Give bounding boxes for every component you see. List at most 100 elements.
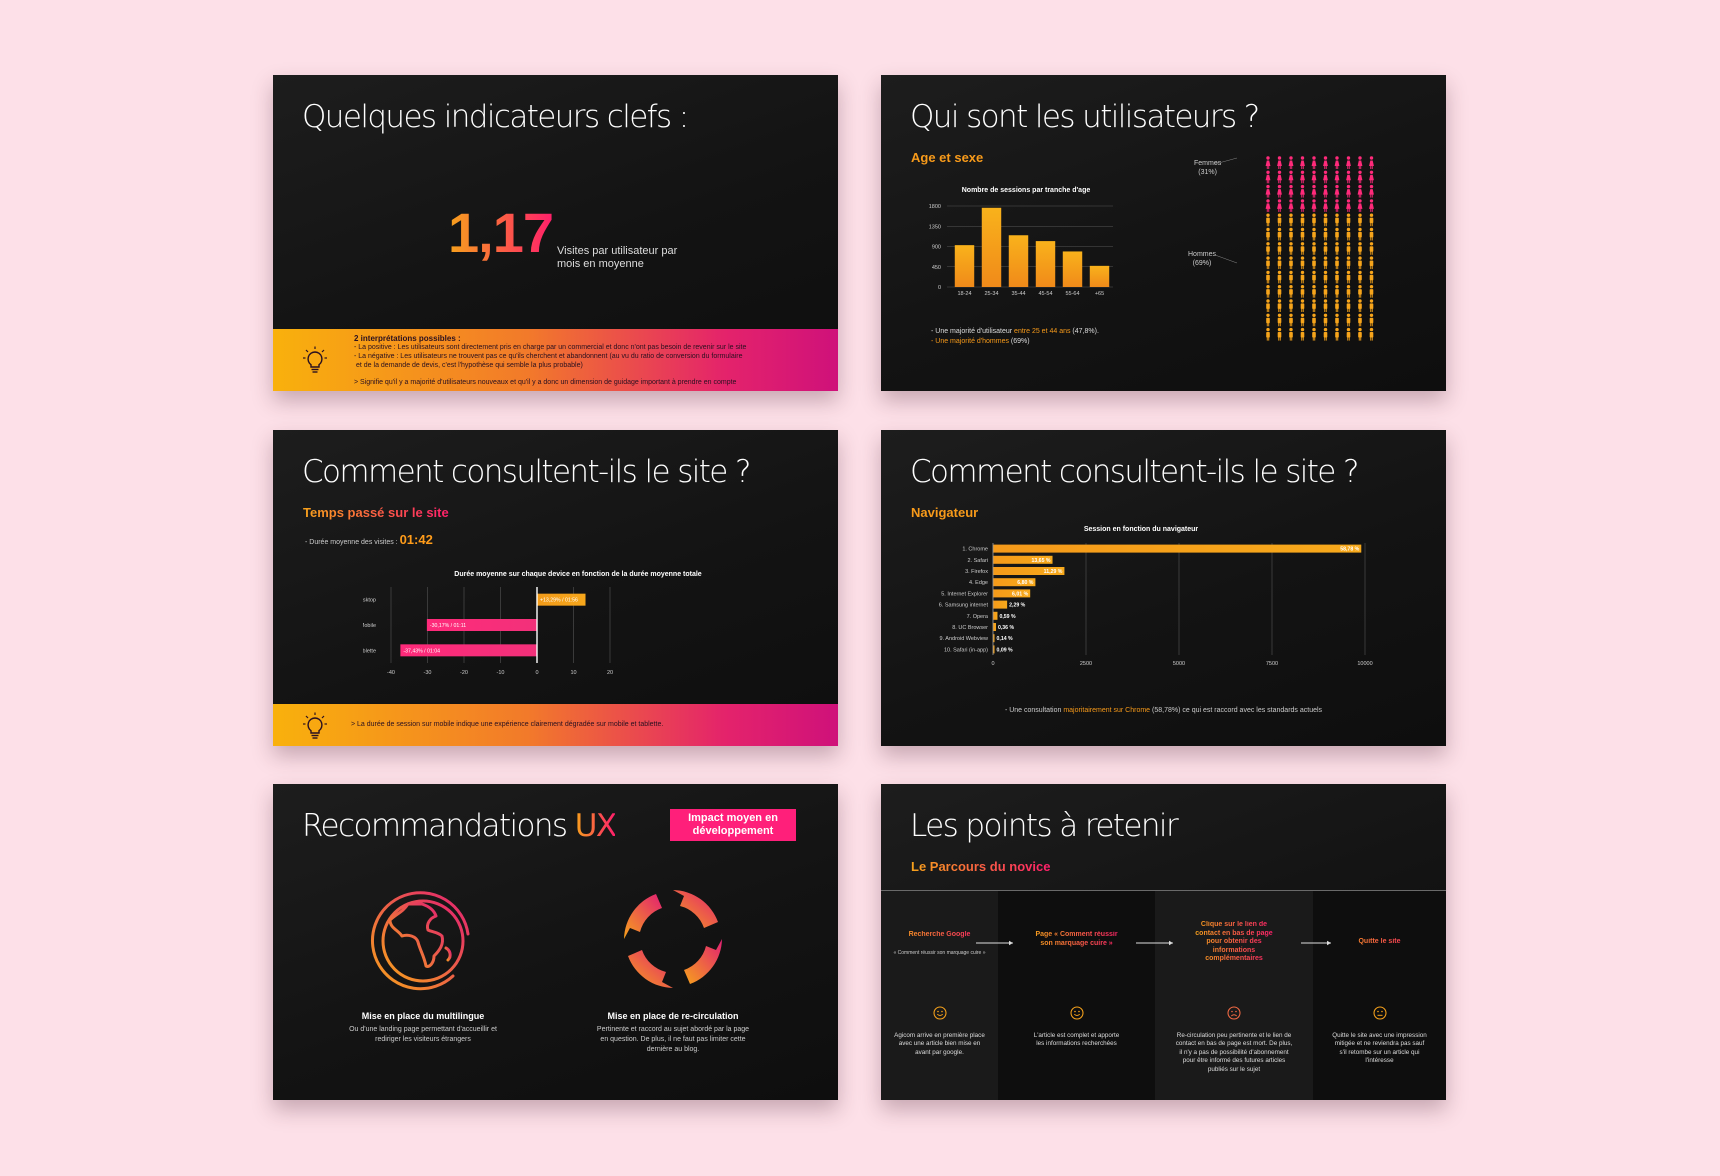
bar	[993, 555, 1053, 564]
man-icon	[1358, 227, 1362, 241]
man-icon	[1312, 327, 1316, 341]
happy-face-icon	[932, 1006, 947, 1020]
man-icon	[1323, 327, 1328, 341]
journey-step: Page « Comment réussir son marquage cuir…	[998, 891, 1155, 1100]
slide-subtitle: Navigateur	[911, 505, 979, 520]
man-icon	[1323, 242, 1328, 255]
slide-title: Les points à retenir	[910, 808, 1179, 844]
woman-icon	[1334, 184, 1340, 198]
slide-browsers[interactable]: Comment consultent-ils le site ? Navigat…	[881, 430, 1446, 746]
browser-note: - Une consultation majoritairement sur C…	[1004, 707, 1323, 714]
man-icon	[1277, 256, 1282, 270]
insight-band: > La durée de session sur mobile indique…	[273, 704, 838, 746]
man-icon	[1312, 270, 1316, 284]
man-icon	[1277, 313, 1282, 327]
slide-users[interactable]: Qui sont les utilisateurs ? Age et sexe …	[881, 75, 1446, 391]
man-icon	[1335, 242, 1339, 255]
slide-title: Comment consultent-ils le site ?	[910, 454, 1359, 490]
data-label: -37,43% / 01:04	[403, 648, 440, 654]
woman-icon	[1323, 156, 1328, 169]
y-tick-label: Desktop	[363, 598, 376, 604]
man-icon	[1335, 227, 1339, 241]
slide-key-indicators[interactable]: Quelques indicateurs clefs : 1,17 Visite…	[273, 75, 838, 391]
insight-band: 2 interprétations possibles : - La posit…	[273, 329, 838, 391]
impact-badge: Impact moyen en développement	[670, 809, 796, 841]
label-leader-lines	[1214, 157, 1238, 264]
man-icon	[1289, 299, 1293, 312]
data-label: 0,14 %	[997, 636, 1014, 642]
man-icon	[1335, 313, 1339, 327]
man-icon	[1346, 242, 1351, 255]
slide-title: Quelques indicateurs clefs :	[302, 99, 689, 135]
big-number-caption: Visites par utilisateur par mois en moye…	[557, 245, 678, 270]
man-icon	[1346, 213, 1351, 227]
step-label: Clique sur le lien de contact en bas de …	[1195, 921, 1273, 962]
man-icon	[1323, 313, 1328, 327]
slide-key-takeaways[interactable]: Les points à retenir Le Parcours du novi…	[881, 784, 1446, 1100]
woman-icon	[1265, 199, 1271, 212]
band-text: > La durée de session sur mobile indique…	[351, 721, 664, 728]
man-icon	[1312, 313, 1316, 327]
data-label: 0,36 %	[998, 625, 1015, 631]
woman-icon	[1300, 156, 1305, 169]
man-icon	[1358, 270, 1362, 284]
slide-time-on-site[interactable]: Comment consultent-ils le site ? Temps p…	[273, 430, 838, 746]
journey-step: Recherche Google « Comment réussir son ma…	[881, 891, 998, 1100]
lightbulb-icon	[303, 712, 327, 739]
man-icon	[1369, 270, 1374, 284]
man-icon	[1335, 299, 1339, 312]
step-desc: Agicom arrive en première place avec une…	[894, 1032, 985, 1056]
woman-icon	[1311, 156, 1317, 169]
man-icon	[1266, 327, 1270, 341]
bar	[993, 544, 1362, 553]
bar	[993, 567, 1065, 575]
man-icon	[1369, 227, 1374, 241]
data-label: +13,29% / 01:56	[540, 598, 578, 604]
man-icon	[1312, 242, 1316, 255]
y-tick-label: 0	[938, 285, 941, 291]
woman-icon	[1300, 170, 1305, 184]
man-icon	[1300, 299, 1305, 312]
item-desc: Ou d'une landing page permettant d'accue…	[349, 1026, 497, 1043]
step-sublabel: « Comment réussir son marquage cuire »	[893, 950, 986, 956]
man-icon	[1266, 270, 1270, 284]
man-icon	[1300, 213, 1305, 227]
man-icon	[1300, 327, 1305, 341]
man-icon	[1289, 256, 1293, 270]
item-title: Mise en place de re-circulation	[607, 1011, 739, 1021]
slide-title: Recommandations UX	[302, 808, 617, 844]
chart-title: Durée moyenne sur chaque device en fonct…	[454, 571, 702, 578]
woman-icon	[1346, 199, 1351, 212]
man-icon	[1323, 213, 1328, 227]
neutral-face-icon	[1372, 1006, 1387, 1020]
man-icon	[1312, 299, 1316, 312]
man-icon	[1277, 285, 1282, 298]
man-icon	[1358, 299, 1362, 312]
data-label: 58,78 %	[1340, 547, 1359, 553]
woman-icon	[1265, 170, 1271, 184]
x-tick-label: -20	[460, 670, 468, 676]
bar	[993, 600, 1008, 609]
step-desc: Quitte le site avec une impression mitig…	[1332, 1032, 1427, 1065]
woman-icon	[1346, 184, 1351, 198]
man-icon	[1358, 213, 1362, 227]
band-heading: 2 interprétations possibles :	[354, 334, 461, 343]
man-icon	[1369, 299, 1374, 312]
man-icon	[1323, 227, 1328, 241]
bar	[537, 593, 586, 606]
man-icon	[1312, 227, 1316, 241]
x-tick-label: -40	[387, 670, 395, 676]
x-tick-label: 25-34	[984, 291, 998, 297]
woman-icon	[1288, 170, 1294, 184]
slide-subtitle: Le Parcours du novice	[911, 859, 1051, 874]
data-label: 0,59 %	[999, 614, 1016, 620]
man-icon	[1335, 256, 1339, 270]
device-bar-chart: -40 -30 -20 -10 0 10 20 +13,29% / 01:56 Desktop -…	[363, 587, 613, 676]
bar	[1062, 251, 1083, 287]
woman-icon	[1334, 199, 1340, 212]
bar	[993, 589, 1031, 598]
slide-ux-recommendations[interactable]: Recommandations UX Impact moyen en dével…	[273, 784, 838, 1100]
x-tick-label: 0	[991, 661, 994, 667]
woman-icon	[1288, 156, 1294, 169]
y-tick-label: 8. UC Browser	[952, 625, 988, 631]
